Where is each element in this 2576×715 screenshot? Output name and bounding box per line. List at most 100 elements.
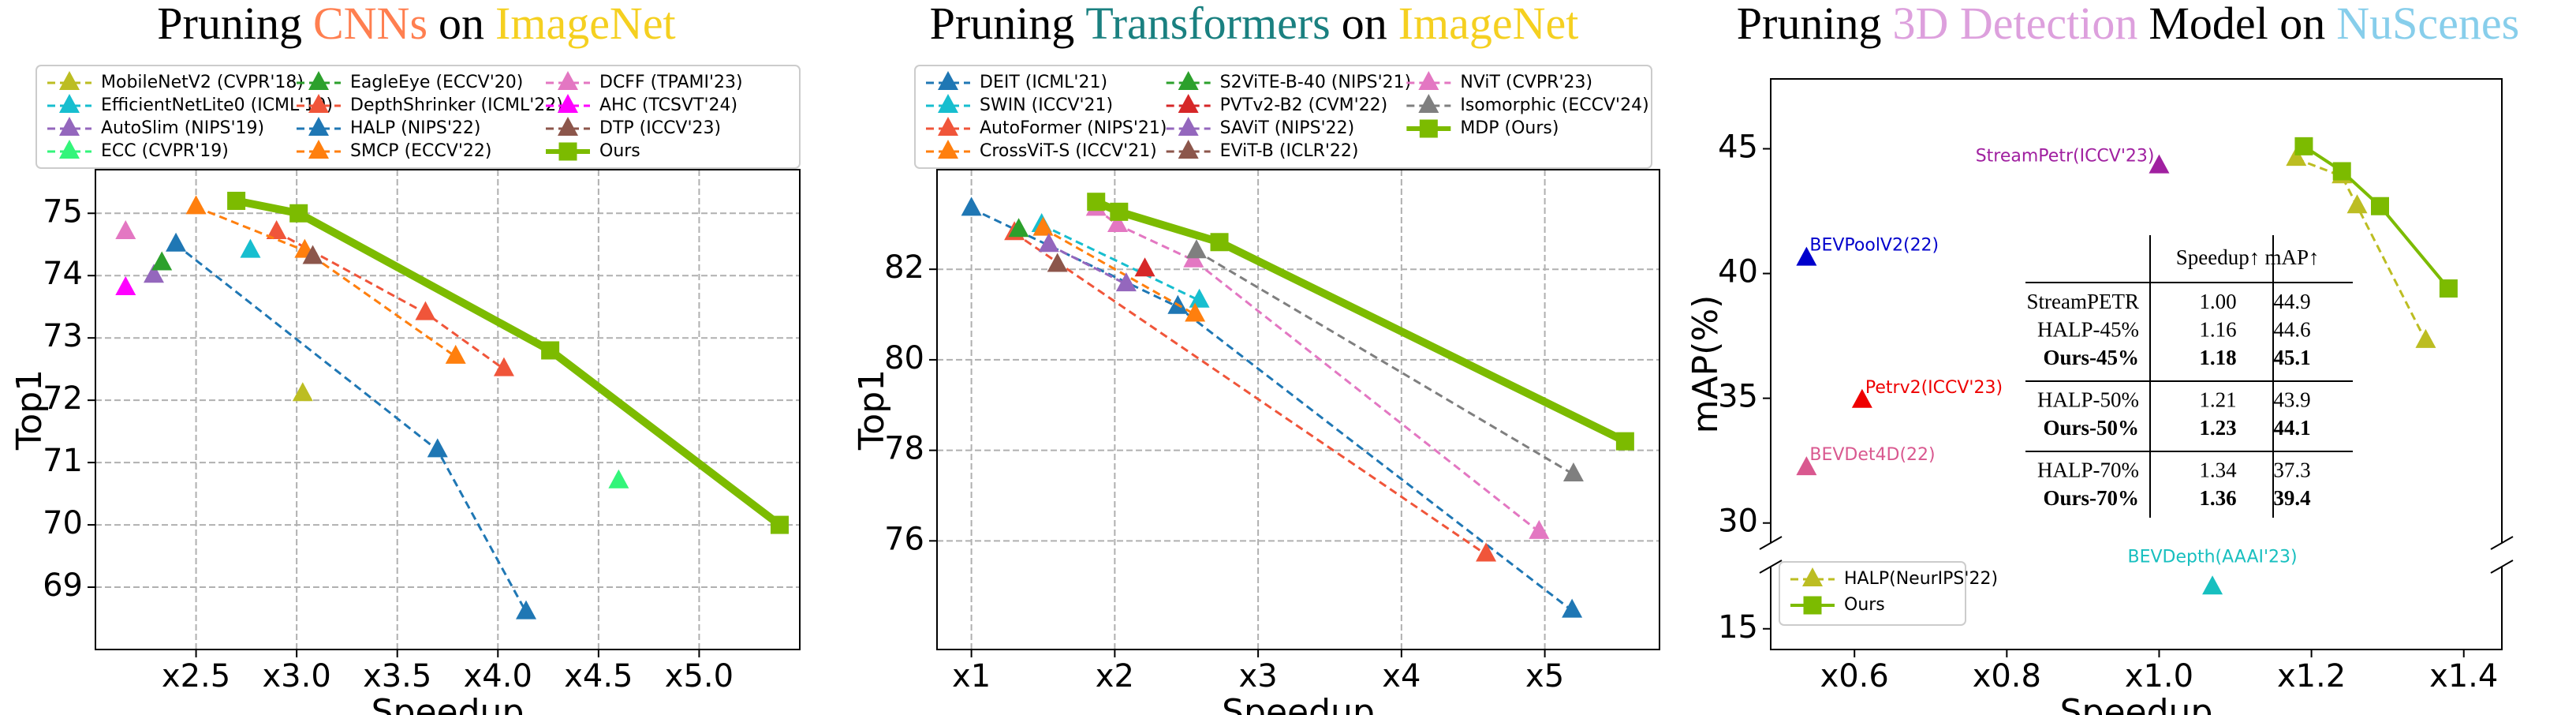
point xyxy=(1851,388,1872,408)
legend-marker xyxy=(1418,94,1439,113)
title-part: Pruning xyxy=(1737,0,1882,49)
series-marker xyxy=(1038,233,1059,253)
axis-break xyxy=(2490,560,2514,574)
series-marker xyxy=(302,245,323,264)
x-tick-label: x0.8 xyxy=(1973,658,2041,694)
series-marker xyxy=(1107,212,1128,232)
point-label: Petrv2(ICCV'23) xyxy=(1865,378,2003,398)
table-cell: Ours-50% xyxy=(2044,416,2140,440)
series-marker xyxy=(445,344,466,364)
y-tick-label: 75 xyxy=(43,193,83,230)
series-marker xyxy=(1032,216,1054,236)
x-tick-label: x5 xyxy=(1525,658,1564,694)
series-marker xyxy=(1185,302,1206,322)
legend-label: ECC (CVPR'19) xyxy=(101,141,229,161)
y-tick-label: 78 xyxy=(884,431,924,467)
legend-label: SWIN (ICCV'21) xyxy=(980,95,1113,115)
series-marker xyxy=(151,251,173,271)
series-marker xyxy=(1008,218,1029,238)
legend-marker xyxy=(938,117,958,136)
legend-marker xyxy=(308,140,329,159)
x-tick-label: x1.0 xyxy=(2125,658,2193,694)
series-marker xyxy=(2286,147,2307,167)
legend-marker xyxy=(938,94,958,113)
legend-label: HALP (NIPS'22) xyxy=(350,118,481,138)
series-line xyxy=(1048,243,1127,286)
title-part: 3D Detection xyxy=(1892,0,2137,49)
table-cell: 1.00 xyxy=(2199,290,2236,313)
legend-marker xyxy=(1802,567,1823,586)
point-label: StreamPetr(ICCV'23) xyxy=(1976,147,2155,167)
legend-label: DepthShrinker (ICML'22) xyxy=(350,95,563,115)
table-cell: 39.4 xyxy=(2273,486,2310,510)
series-marker xyxy=(1087,193,1106,212)
axis-break xyxy=(2490,536,2514,550)
series-marker xyxy=(516,600,537,620)
series-marker xyxy=(1134,257,1155,277)
title-part: Transformers xyxy=(1085,0,1330,49)
table-header: Speedup↑ xyxy=(2176,245,2260,269)
legend-marker xyxy=(558,117,578,136)
legend-marker xyxy=(1178,117,1199,136)
legend-label: PVTv2-B2 (CVM'22) xyxy=(1220,95,1388,115)
title-part: Pruning xyxy=(930,0,1075,49)
chart-title: Pruning Transformers on ImageNet xyxy=(930,0,1579,49)
x-tick-label: x5.0 xyxy=(665,658,734,694)
legend-marker xyxy=(1418,71,1439,90)
series-marker xyxy=(2439,279,2458,298)
legend-label: CrossViT-S (ICCV'21) xyxy=(980,141,1157,161)
legend-label: AutoSlim (NIPS'19) xyxy=(101,118,264,138)
legend-label: SMCP (ECCV'22) xyxy=(350,141,491,161)
legend-box xyxy=(35,65,801,169)
series-marker xyxy=(493,357,514,376)
series-marker xyxy=(427,438,448,458)
legend-label: SAViT (NIPS'22) xyxy=(1220,118,1355,138)
series-marker xyxy=(240,238,261,258)
table-cell: StreamPETR xyxy=(2027,290,2140,313)
y-tick-label: 70 xyxy=(43,505,83,541)
series-line xyxy=(1014,232,1487,556)
legend-marker xyxy=(308,94,329,113)
legend-marker xyxy=(938,140,958,159)
series-marker xyxy=(770,515,789,534)
title-part: ImageNet xyxy=(1398,0,1579,49)
series-marker xyxy=(1189,288,1210,308)
axis-break xyxy=(1759,536,1783,550)
series-marker xyxy=(1115,272,1137,292)
legend-label: HALP(NeurIPS'22) xyxy=(1844,569,1998,589)
series-marker xyxy=(166,232,187,252)
series-marker xyxy=(1615,432,1634,451)
series-marker xyxy=(1110,202,1129,221)
legend-label: EagleEye (ECCV'20) xyxy=(350,73,523,92)
table-cell: 1.36 xyxy=(2199,486,2236,510)
legend-label: EfficientNetLite0 (ICML'19) xyxy=(101,95,333,115)
table-cell: 1.18 xyxy=(2199,346,2236,369)
series-marker xyxy=(2346,194,2368,214)
title-part: on xyxy=(439,0,484,49)
y-tick-label: 45 xyxy=(1718,129,1758,166)
series-marker xyxy=(266,219,287,239)
y-tick-label: 71 xyxy=(43,443,83,479)
legend-marker xyxy=(59,140,80,159)
y-tick-label: 73 xyxy=(43,318,83,354)
x-tick-label: x1.4 xyxy=(2429,658,2498,694)
y-tick-label: 40 xyxy=(1718,254,1758,290)
series-line xyxy=(175,243,528,613)
point-label: BEVPoolV2(22) xyxy=(1809,236,1939,256)
legend-box xyxy=(914,65,1652,169)
y-tick-label: 80 xyxy=(884,340,924,376)
series-marker xyxy=(1210,233,1229,252)
legend-label: MDP (Ours) xyxy=(1460,118,1559,138)
title-part: Model on xyxy=(2149,0,2325,49)
legend-marker xyxy=(1419,119,1438,138)
y-tick-label: 76 xyxy=(884,521,924,557)
x-tick-label: x4 xyxy=(1382,658,1421,694)
x-tick-label: x3 xyxy=(1239,658,1278,694)
series-line xyxy=(2302,144,2450,290)
x-axis-label: Speedup xyxy=(371,692,525,715)
point xyxy=(2202,575,2223,595)
series-marker xyxy=(1047,253,1068,272)
title-part: NuScenes xyxy=(2336,0,2519,49)
table-cell: 44.6 xyxy=(2273,318,2310,342)
